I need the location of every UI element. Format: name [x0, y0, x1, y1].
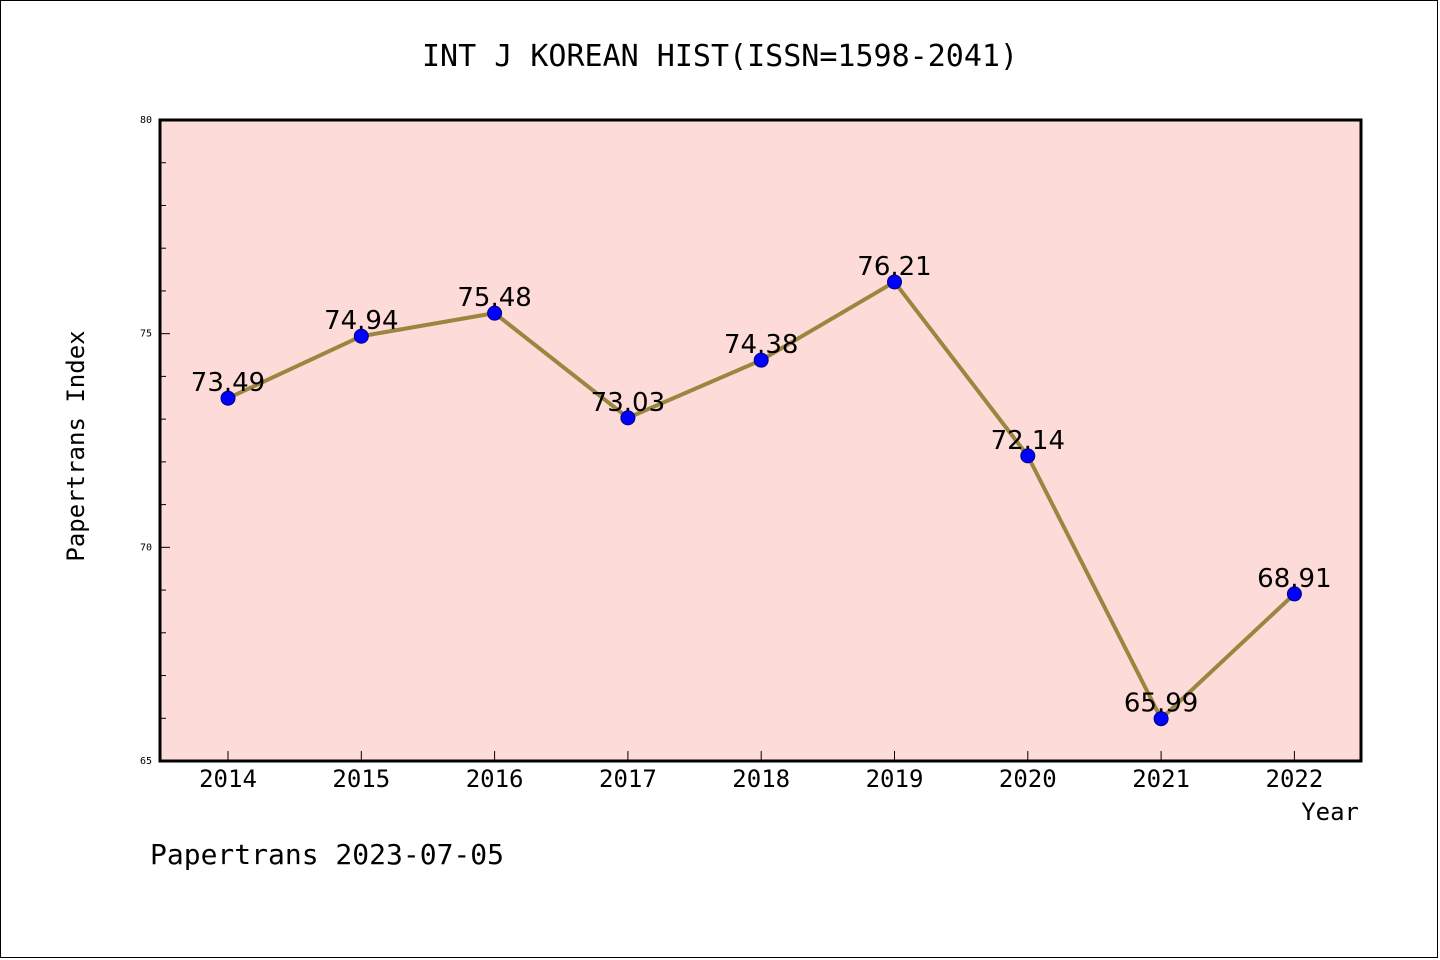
x-tick-label: 2016	[466, 765, 524, 793]
x-tick-label: 2022	[1266, 765, 1324, 793]
y-tick-label: 75	[140, 329, 152, 340]
data-labels: 73.49 74.94 75.48 73.03 74.38 76.21 72.14 65.99…	[191, 252, 1332, 719]
x-tick-label: 2015	[332, 765, 390, 793]
data-point	[1153, 711, 1169, 727]
data-label: 73.49	[191, 368, 265, 398]
data-label: 74.38	[724, 330, 798, 360]
data-point	[887, 274, 902, 290]
data-point	[753, 352, 769, 368]
data-point	[487, 305, 503, 321]
y-axis-label: Papertrans Index	[62, 330, 90, 561]
x-axis-label: Year	[1301, 798, 1359, 826]
data-markers	[220, 274, 1302, 727]
footer-text: Papertrans 2023-07-05	[150, 838, 504, 871]
x-tick-label: 2019	[866, 765, 924, 793]
data-point	[620, 410, 636, 426]
data-label: 65.99	[1124, 689, 1198, 719]
data-label: 68.91	[1257, 564, 1331, 594]
data-label: 72.14	[991, 426, 1065, 456]
x-tick-label: 2017	[599, 765, 657, 793]
y-tick-label: 65	[140, 756, 152, 767]
data-label: 74.94	[324, 306, 398, 336]
plot-area	[160, 120, 1361, 761]
y-tick-label: 80	[140, 115, 152, 126]
data-point	[1020, 448, 1036, 464]
data-label: 75.48	[457, 283, 531, 313]
chart-title: INT J KOREAN HIST(ISSN=1598-2041)	[422, 39, 1018, 74]
data-label: 73.03	[591, 388, 665, 418]
x-tick-label: 2020	[999, 765, 1057, 793]
data-label: 76.21	[857, 252, 931, 282]
x-tick-label: 2018	[732, 765, 790, 793]
data-point	[1286, 586, 1302, 602]
plot-border	[158, 118, 1363, 763]
y-tick-label: 70	[140, 542, 152, 553]
x-tick-label: 2021	[1132, 765, 1190, 793]
data-point	[220, 390, 236, 406]
x-axis: 2014 2015 2016 2017 2018 2019 2020 2021 2022	[199, 751, 1323, 793]
x-tick-label: 2014	[199, 765, 257, 793]
data-point	[353, 328, 369, 344]
